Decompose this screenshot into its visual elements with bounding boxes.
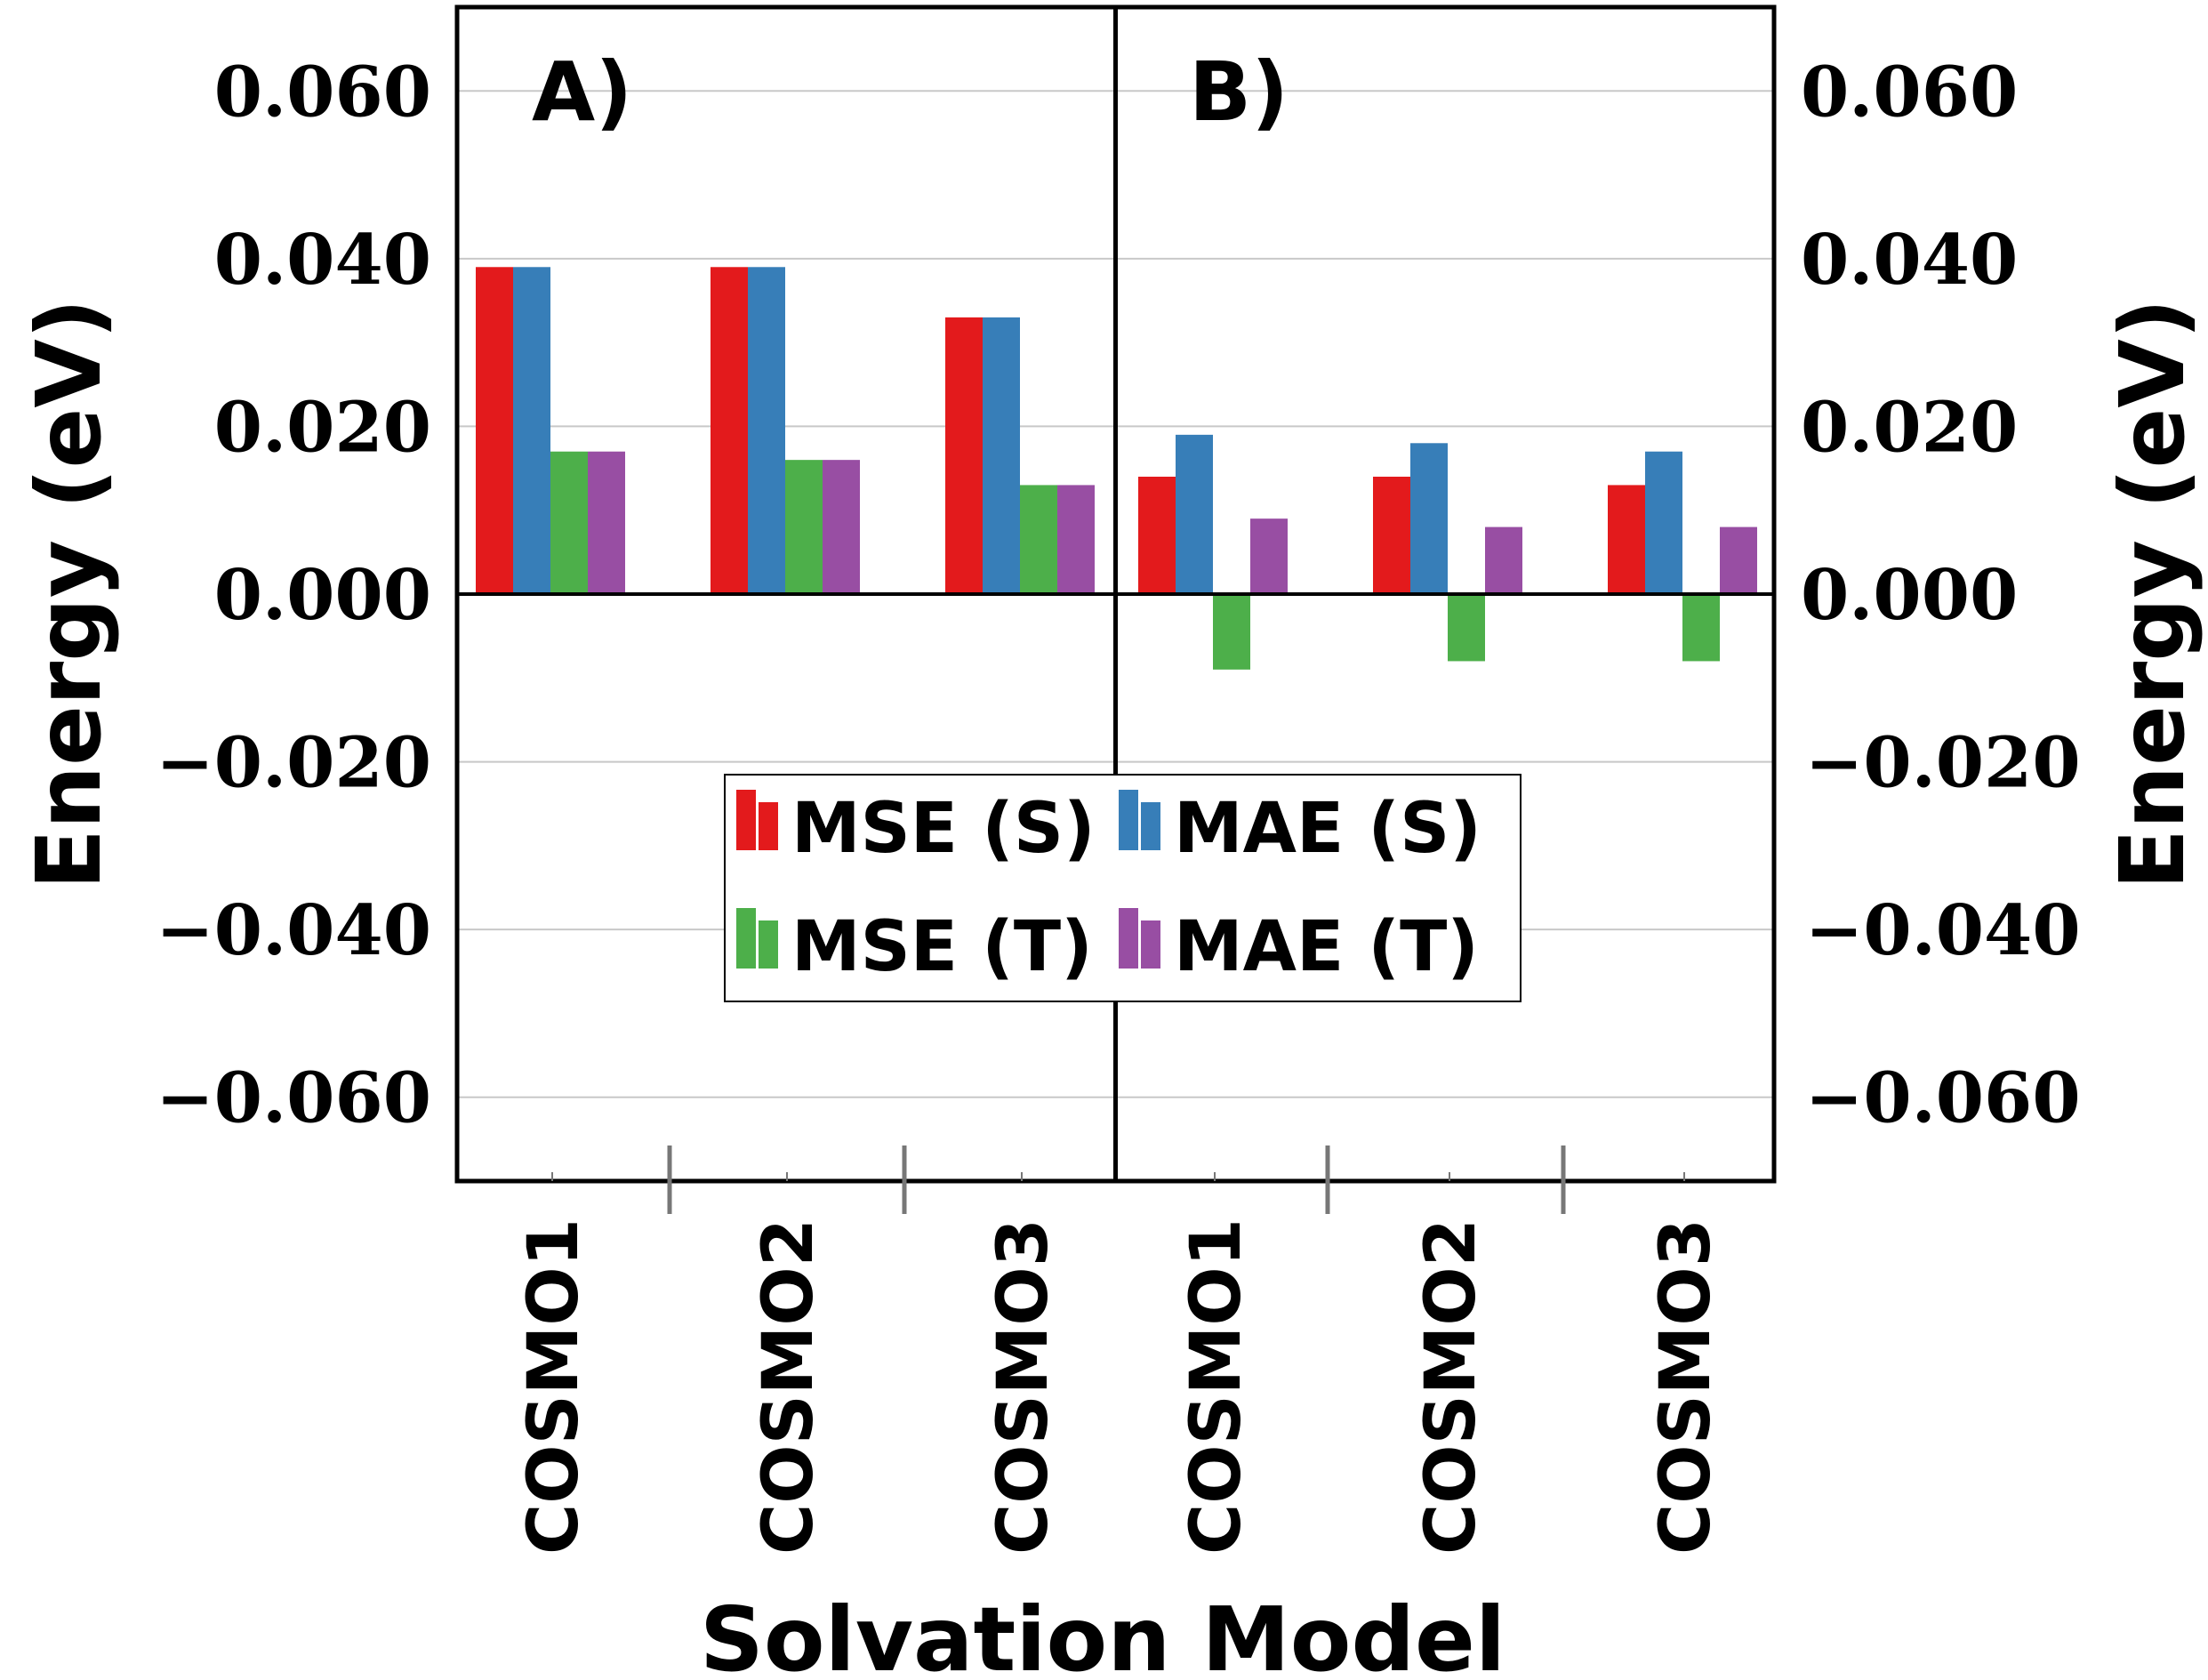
legend-swatch: [759, 920, 778, 969]
y-tick-label-right: −0.040: [1805, 890, 2081, 971]
bar-b-mse-t-cosmo2: [1448, 594, 1485, 662]
legend-swatch: [759, 802, 778, 850]
bar-b-mse-s-cosmo1: [1138, 477, 1176, 594]
axes: [454, 4, 1777, 1214]
y-tick-label-left: −0.020: [156, 723, 431, 804]
legend-swatch: [1119, 908, 1138, 969]
bar-b-mse-s-cosmo2: [1373, 477, 1410, 594]
bar-a-mae-t-cosmo1: [588, 451, 625, 594]
panel-label-a: A): [532, 44, 632, 140]
legend-swatch: [1141, 920, 1160, 969]
y-tick-label-right: 0.060: [1801, 52, 2018, 133]
category-label: COSMO1: [1176, 1218, 1257, 1555]
legend-swatch: [1141, 802, 1160, 850]
bar-b-mae-s-cosmo1: [1176, 434, 1213, 594]
legend-label: MAE (S): [1174, 789, 1481, 869]
panel-label-b: B): [1189, 44, 1289, 140]
bar-a-mse-s-cosmo3: [945, 317, 983, 594]
legend-swatch: [736, 908, 756, 969]
y-tick-label-right: 0.040: [1801, 220, 2018, 301]
legend-swatch: [736, 790, 756, 850]
y-axis-title-left: Energy (eV): [17, 299, 121, 890]
bars: [476, 267, 1757, 670]
legend-swatch: [1119, 790, 1138, 850]
y-tick-label-right: 0.020: [1801, 387, 2018, 468]
bar-b-mae-t-cosmo3: [1720, 527, 1757, 594]
bar-a-mae-s-cosmo3: [983, 317, 1020, 594]
bar-a-mae-s-cosmo2: [748, 267, 785, 594]
y-tick-label-left: 0.020: [214, 387, 431, 468]
y-tick-label-left: −0.040: [156, 890, 431, 971]
bar-b-mae-t-cosmo1: [1250, 518, 1288, 594]
bar-b-mse-t-cosmo3: [1682, 594, 1720, 662]
bar-b-mse-t-cosmo1: [1213, 594, 1250, 670]
bar-b-mae-s-cosmo2: [1410, 443, 1448, 594]
y-axis-title-right: Energy (eV): [2100, 299, 2204, 890]
bar-a-mse-s-cosmo1: [476, 267, 513, 594]
legend: MSE (S) MAE (S) MSE (T) MAE (T): [724, 774, 1522, 1002]
bar-a-mse-t-cosmo2: [785, 460, 823, 594]
bar-a-mse-s-cosmo2: [711, 267, 748, 594]
legend-label: MAE (T): [1174, 907, 1479, 987]
y-tick-label-right: −0.020: [1805, 723, 2081, 804]
bar-b-mae-s-cosmo3: [1645, 451, 1682, 594]
bar-a-mae-s-cosmo1: [513, 267, 550, 594]
legend-label: MSE (S): [791, 789, 1096, 869]
x-axis-title: Solvation Model: [700, 1588, 1505, 1680]
y-tick-label-left: 0.000: [214, 555, 431, 636]
category-label: COSMO2: [1411, 1218, 1491, 1555]
bar-a-mae-t-cosmo2: [823, 460, 860, 594]
bar-b-mae-t-cosmo2: [1485, 527, 1522, 594]
labels: 0.060 0.060 0.040 0.040 0.020 0.020 0.000 0.000…: [17, 44, 2204, 1680]
bar-a-mse-t-cosmo1: [550, 451, 588, 594]
legend-label: MSE (T): [791, 907, 1093, 987]
bar-a-mae-t-cosmo3: [1057, 485, 1095, 594]
category-label: COSMO2: [749, 1218, 829, 1555]
y-tick-label-right: 0.000: [1801, 555, 2018, 636]
y-tick-label-right: −0.060: [1805, 1058, 2081, 1139]
bar-b-mse-s-cosmo3: [1608, 485, 1645, 594]
y-tick-label-left: 0.060: [214, 52, 431, 133]
bar-a-mse-t-cosmo3: [1020, 485, 1057, 594]
category-label: COSMO3: [1646, 1218, 1726, 1555]
category-label: COSMO3: [984, 1218, 1064, 1555]
y-tick-label-left: 0.040: [214, 220, 431, 301]
y-tick-label-left: −0.060: [156, 1058, 431, 1139]
category-label: COSMO1: [514, 1218, 594, 1555]
